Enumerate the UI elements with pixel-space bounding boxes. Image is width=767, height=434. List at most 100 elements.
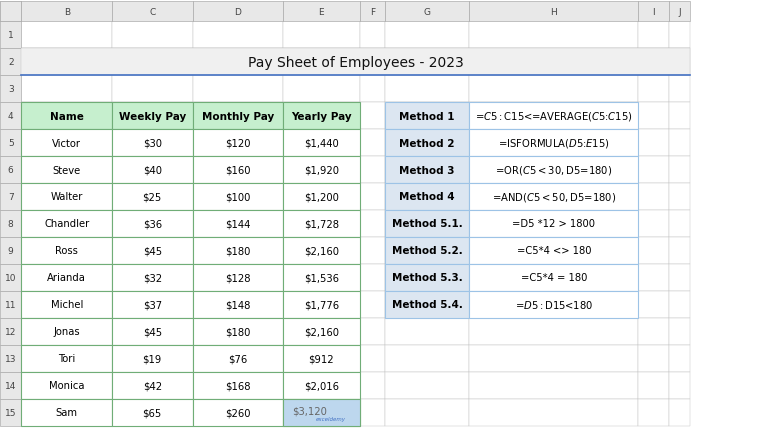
Bar	[638, 2, 669, 22]
Bar	[0, 184, 21, 210]
Text: Sam: Sam	[56, 408, 77, 417]
Bar	[283, 291, 360, 318]
Bar	[360, 237, 385, 264]
Bar	[360, 345, 385, 372]
Bar	[360, 103, 385, 130]
Bar	[283, 372, 360, 399]
Bar	[385, 372, 469, 399]
Bar	[469, 399, 638, 426]
Bar	[469, 130, 638, 157]
Text: $2,160: $2,160	[304, 246, 339, 256]
Bar	[112, 399, 193, 426]
Text: 10: 10	[5, 273, 16, 282]
Text: $260: $260	[225, 408, 251, 417]
Bar	[112, 184, 193, 210]
Bar	[283, 399, 360, 426]
Bar	[385, 264, 469, 291]
Bar	[469, 76, 638, 103]
Bar	[360, 157, 385, 184]
Bar	[21, 372, 112, 399]
Text: =ISFORMULA($D$5:$E$15): =ISFORMULA($D$5:$E$15)	[498, 137, 610, 150]
Bar	[283, 103, 360, 130]
Bar	[21, 130, 112, 157]
Bar	[360, 130, 385, 157]
Text: Victor: Victor	[52, 138, 81, 148]
Text: =AND($C5<50, $D5=180): =AND($C5<50, $D5=180)	[492, 191, 616, 204]
Bar	[469, 237, 638, 264]
Bar	[112, 210, 193, 237]
Bar	[193, 264, 283, 291]
Bar	[283, 237, 360, 264]
Bar	[469, 157, 638, 184]
Bar	[283, 184, 360, 210]
Text: H: H	[551, 8, 557, 16]
Bar	[469, 345, 638, 372]
Text: Chandler: Chandler	[44, 219, 89, 229]
Bar	[193, 49, 283, 76]
Bar	[0, 49, 21, 76]
Text: $3,120: $3,120	[304, 408, 339, 417]
Bar	[385, 103, 469, 130]
Text: $25: $25	[143, 192, 162, 202]
Text: $120: $120	[225, 138, 251, 148]
Bar	[112, 130, 193, 157]
Text: $42: $42	[143, 381, 162, 390]
Bar	[112, 184, 193, 210]
Bar	[638, 49, 669, 76]
Bar	[669, 22, 690, 49]
Bar	[360, 210, 385, 237]
Bar	[0, 264, 21, 291]
Bar	[0, 399, 21, 426]
Bar	[469, 237, 638, 264]
Bar	[669, 345, 690, 372]
Text: $30: $30	[143, 138, 162, 148]
Bar	[638, 237, 669, 264]
Bar	[193, 184, 283, 210]
Bar	[469, 291, 638, 318]
Text: Yearly Pay: Yearly Pay	[291, 112, 352, 121]
Bar	[112, 345, 193, 372]
Bar	[21, 372, 112, 399]
Bar	[21, 210, 112, 237]
Bar	[669, 130, 690, 157]
Bar	[469, 157, 638, 184]
Bar	[193, 237, 283, 264]
Bar	[385, 237, 469, 264]
Text: $1,728: $1,728	[304, 219, 339, 229]
Text: $45: $45	[143, 246, 162, 256]
Text: Arianda: Arianda	[48, 273, 86, 283]
Text: Name: Name	[50, 112, 84, 121]
Text: $1,920: $1,920	[304, 165, 339, 175]
Bar	[385, 291, 469, 318]
Bar	[669, 2, 690, 22]
Text: $3,120: $3,120	[292, 406, 328, 416]
Bar	[469, 184, 638, 210]
Bar	[112, 103, 193, 130]
Text: 9: 9	[8, 247, 14, 255]
Bar	[21, 22, 112, 49]
Bar	[283, 345, 360, 372]
Bar	[193, 237, 283, 264]
Text: D: D	[235, 8, 241, 16]
Text: Method 4: Method 4	[400, 192, 455, 202]
Bar	[112, 157, 193, 184]
Bar	[669, 210, 690, 237]
Bar	[469, 210, 638, 237]
Bar	[669, 157, 690, 184]
Text: $1,536: $1,536	[304, 273, 339, 283]
Bar	[0, 372, 21, 399]
Text: Method 5.1.: Method 5.1.	[392, 219, 463, 229]
Bar	[21, 157, 112, 184]
Text: $1,440: $1,440	[304, 138, 339, 148]
Bar	[21, 345, 112, 372]
Bar	[112, 103, 193, 130]
Bar	[638, 76, 669, 103]
Bar	[193, 210, 283, 237]
Bar	[21, 237, 112, 264]
Bar	[385, 22, 469, 49]
Bar	[638, 184, 669, 210]
Bar	[21, 345, 112, 372]
Text: Monthly Pay: Monthly Pay	[202, 112, 274, 121]
Text: Michel: Michel	[51, 300, 83, 309]
Bar	[21, 318, 112, 345]
